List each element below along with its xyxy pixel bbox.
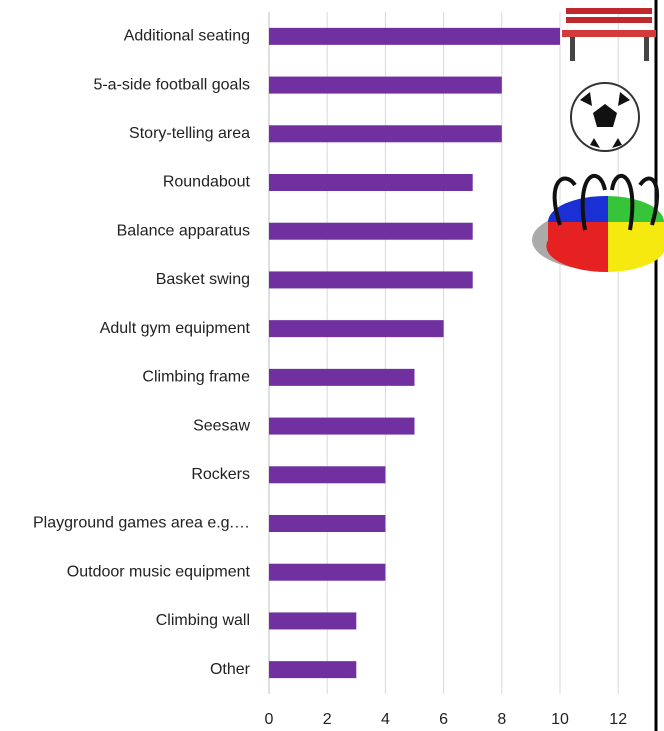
bar [269, 661, 357, 679]
y-tick-label: Climbing wall [156, 612, 250, 629]
y-tick-label: Roundabout [163, 174, 251, 191]
bar [269, 515, 386, 532]
bar [269, 222, 473, 240]
x-tick-label: 4 [381, 711, 390, 728]
roundabout-icon [532, 173, 664, 273]
x-tick-label: 2 [323, 711, 332, 728]
y-tick-label: Playground games area e.g.… [33, 515, 250, 532]
bar [269, 76, 502, 94]
bar [269, 466, 386, 484]
bar [269, 27, 560, 45]
bar [269, 125, 502, 143]
y-tick-label: 5-a-side football goals [93, 76, 250, 93]
y-tick-label: Story-telling area [129, 125, 250, 142]
y-tick-label: Climbing frame [142, 369, 250, 386]
bar [269, 368, 415, 386]
bar [269, 417, 415, 435]
y-tick-label: Balance apparatus [117, 222, 250, 239]
bar [269, 612, 357, 630]
y-tick-label: Additional seating [124, 28, 250, 45]
bench-icon [562, 8, 656, 61]
y-tick-label: Seesaw [193, 417, 250, 434]
x-tick-label: 10 [551, 711, 569, 728]
x-tick-label: 0 [265, 711, 274, 728]
y-tick-label: Outdoor music equipment [67, 563, 251, 580]
x-tick-label: 6 [439, 711, 448, 728]
bar [269, 320, 444, 338]
y-tick-label: Other [210, 661, 251, 678]
bar [269, 174, 473, 191]
bar [269, 271, 473, 289]
bar [269, 563, 386, 581]
y-tick-label: Basket swing [156, 271, 250, 288]
y-tick-label: Adult gym equipment [100, 320, 251, 337]
football-icon [570, 82, 640, 152]
x-tick-label: 12 [609, 711, 627, 728]
x-tick-label: 8 [497, 711, 506, 728]
y-tick-label: Rockers [191, 466, 250, 483]
